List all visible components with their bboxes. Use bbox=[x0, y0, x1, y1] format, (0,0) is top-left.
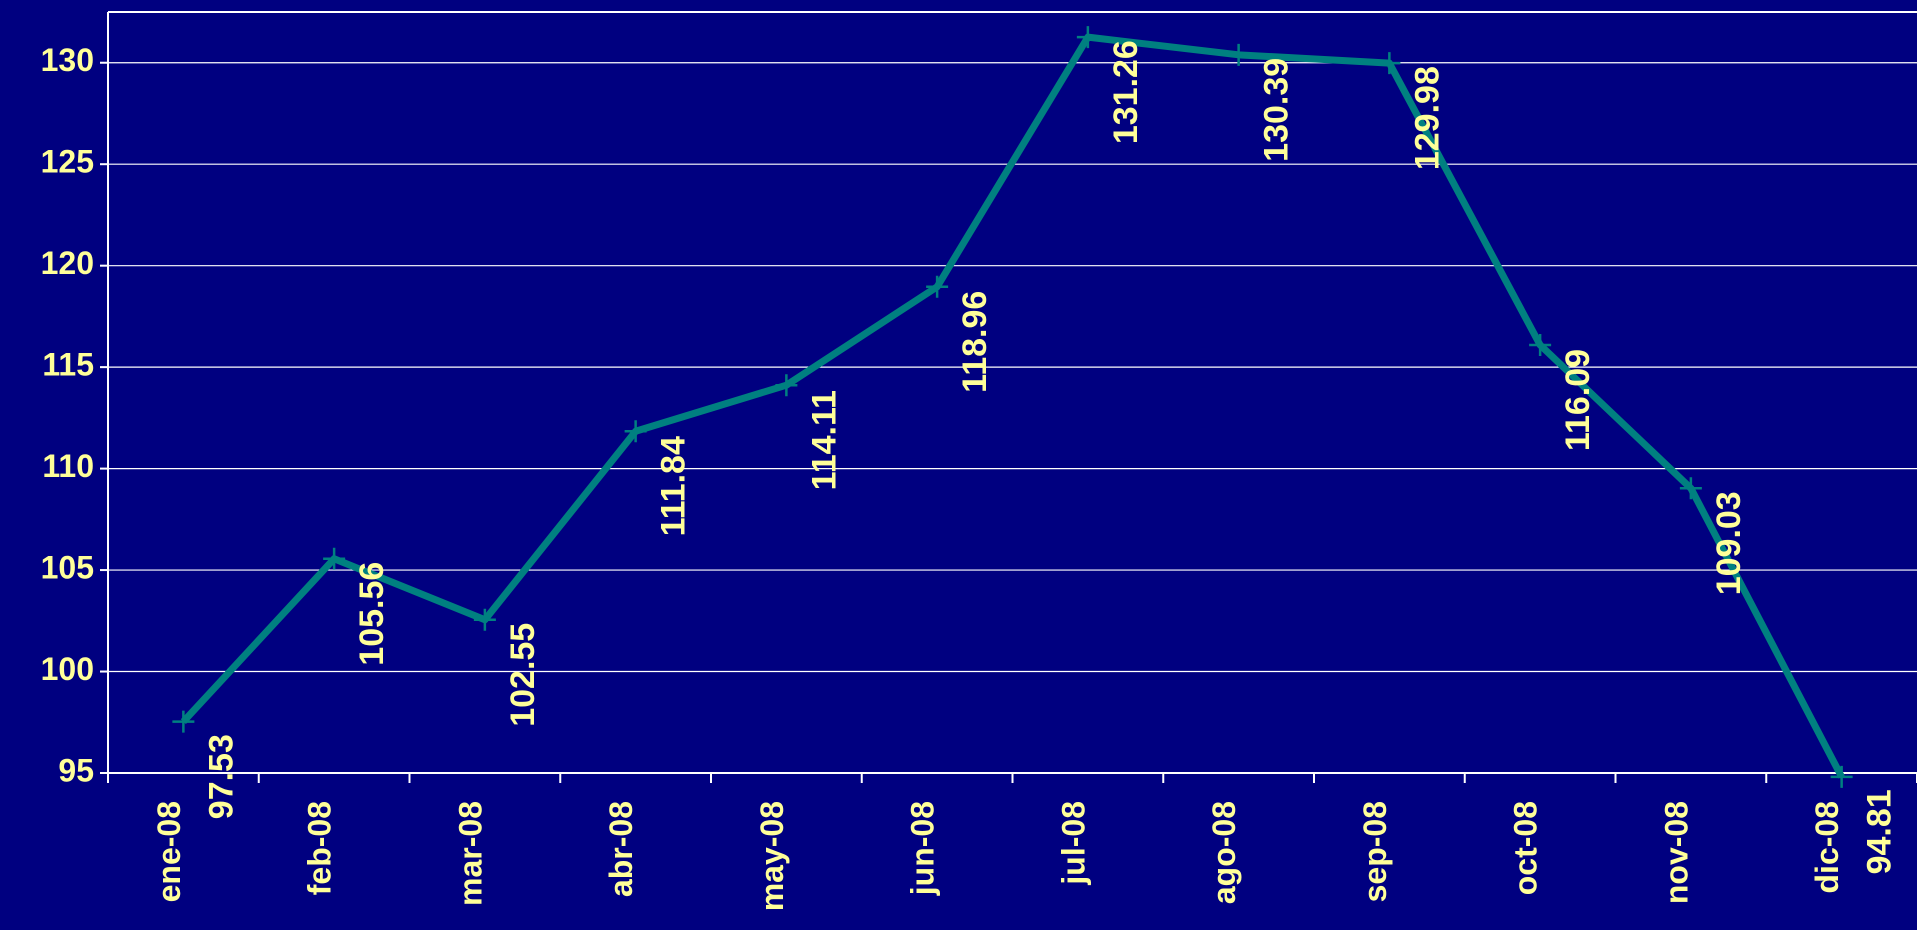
marker bbox=[323, 547, 346, 570]
y-tick-label: 115 bbox=[42, 347, 94, 383]
data-label: 118.96 bbox=[956, 291, 994, 393]
marker bbox=[1227, 43, 1250, 66]
x-tick-label: jul-08 bbox=[1055, 801, 1091, 886]
x-tick-label: jun-08 bbox=[905, 801, 941, 896]
x-tick-label: sep-08 bbox=[1357, 801, 1393, 902]
x-tick-label: mar-08 bbox=[452, 801, 488, 906]
marker bbox=[1830, 765, 1853, 788]
x-tick-label: nov-08 bbox=[1658, 801, 1694, 904]
y-tick-label: 125 bbox=[41, 144, 94, 180]
line bbox=[180, 33, 1845, 779]
y-tick-label: 120 bbox=[41, 245, 94, 281]
marker bbox=[172, 710, 195, 733]
data-label: 131.26 bbox=[1107, 40, 1145, 144]
data-label: 129.98 bbox=[1408, 66, 1446, 170]
marker bbox=[1378, 52, 1401, 75]
marker bbox=[1076, 26, 1099, 49]
data-label: 109.03 bbox=[1710, 491, 1748, 595]
data-label: 105.56 bbox=[353, 562, 391, 666]
y-tick-label: 105 bbox=[41, 550, 94, 586]
marker bbox=[926, 275, 949, 298]
data-label: 102.55 bbox=[504, 623, 542, 727]
marker bbox=[1529, 334, 1552, 357]
x-tick-label: oct-08 bbox=[1508, 801, 1544, 895]
y-tick-label: 130 bbox=[41, 42, 94, 78]
y-tick-label: 100 bbox=[41, 651, 94, 687]
data-label: 130.39 bbox=[1258, 58, 1296, 162]
data-label: 116.09 bbox=[1559, 349, 1597, 451]
x-tick-label: ene-08 bbox=[151, 801, 187, 902]
marker bbox=[1679, 477, 1702, 500]
y-tick-label: 95 bbox=[58, 752, 94, 788]
data-label: 111.84 bbox=[655, 436, 693, 536]
data-label: 114.11 bbox=[805, 390, 843, 490]
data-label: 94.81 bbox=[1861, 789, 1899, 874]
marker bbox=[624, 420, 647, 443]
x-tick-label: may-08 bbox=[754, 801, 790, 911]
marker bbox=[473, 608, 496, 631]
x-tick-label: dic-08 bbox=[1809, 801, 1845, 893]
x-tick-label: abr-08 bbox=[603, 801, 639, 897]
y-tick-label: 110 bbox=[42, 448, 94, 484]
marker bbox=[775, 374, 798, 397]
x-tick-label: feb-08 bbox=[302, 801, 338, 895]
x-tick-label: ago-08 bbox=[1206, 801, 1242, 904]
data-label: 97.53 bbox=[202, 734, 240, 819]
